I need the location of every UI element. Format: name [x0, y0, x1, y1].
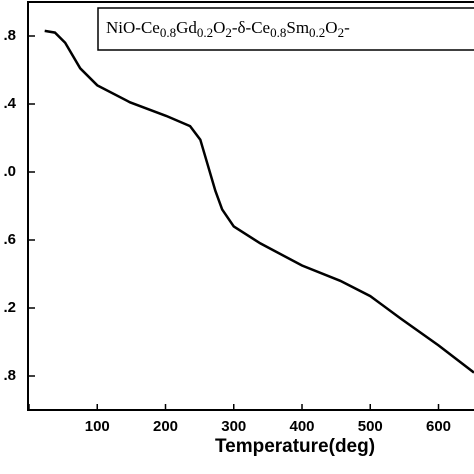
- x-tick-label: 600: [426, 418, 451, 435]
- x-tick-label: 100: [85, 418, 110, 435]
- x-tick-label: 400: [289, 418, 314, 435]
- y-tick-label: .0: [3, 163, 16, 180]
- data-line: [44, 29, 474, 374]
- y-tick-label: .4: [3, 95, 16, 112]
- plot-frame: [27, 1, 474, 411]
- x-tick-label: 300: [221, 418, 246, 435]
- y-tick-label: .2: [3, 299, 16, 316]
- x-tick-label: 200: [153, 418, 178, 435]
- y-tick-label: .8: [3, 27, 16, 44]
- legend-label: NiO-Ce0.8Gd0.2O2-δ-Ce0.8Sm0.2O2-: [106, 18, 350, 40]
- legend: NiO-Ce0.8Gd0.2O2-δ-Ce0.8Sm0.2O2-: [97, 7, 474, 51]
- legend-box: [97, 7, 474, 51]
- x-tick-label: 500: [358, 418, 383, 435]
- y-tick-label: .8: [3, 367, 16, 384]
- x-axis-label: Temperature(deg): [215, 436, 375, 457]
- y-tick-label: .6: [3, 231, 16, 248]
